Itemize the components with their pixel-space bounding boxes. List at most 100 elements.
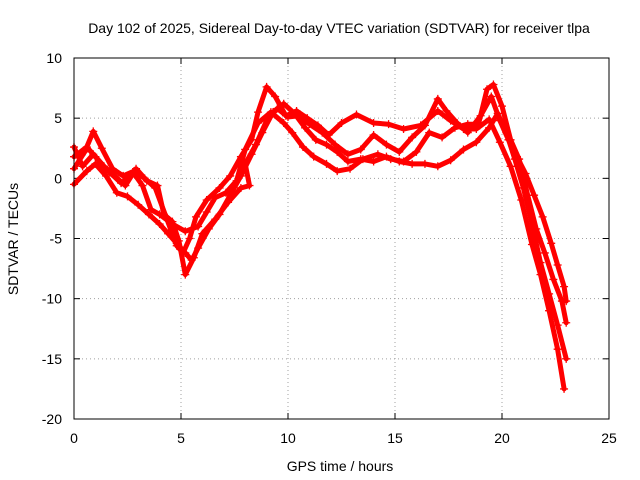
data-point-marker — [102, 171, 111, 180]
x-tick-label: 10 — [280, 430, 296, 446]
x-tick-label: 20 — [494, 430, 510, 446]
x-tick-label: 5 — [177, 430, 185, 446]
data-point-marker — [399, 124, 408, 133]
data-point-marker — [562, 297, 571, 306]
data-point-marker — [386, 155, 395, 164]
data-point-marker — [91, 159, 100, 168]
data-point-marker — [262, 82, 271, 91]
data-point-marker — [241, 145, 250, 154]
data-point-marker — [562, 354, 571, 363]
plot-area — [70, 80, 571, 393]
data-point-marker — [352, 110, 361, 119]
data-point-marker — [138, 181, 147, 190]
data-point-marker — [294, 111, 303, 120]
data-point-marker — [288, 128, 297, 137]
data-point-marker — [489, 80, 498, 89]
x-tick-label: 0 — [70, 430, 78, 446]
data-point-marker — [560, 384, 569, 393]
plot-frame — [73, 57, 610, 420]
data-point-marker — [369, 157, 378, 166]
data-point-marker — [476, 111, 485, 120]
data-point-marker — [215, 183, 224, 192]
data-point-marker — [399, 157, 408, 166]
x-axis-label: GPS time / hours — [287, 458, 394, 474]
data-point-marker — [311, 135, 320, 144]
data-point-marker — [459, 145, 468, 154]
data-point-marker — [132, 164, 141, 173]
data-point-marker — [346, 164, 355, 173]
data-point-marker — [442, 106, 451, 115]
data-point-marker — [356, 145, 365, 154]
data-point-marker — [343, 150, 352, 159]
data-point-marker — [271, 92, 280, 101]
data-point-marker — [144, 210, 153, 219]
data-point-marker — [273, 104, 282, 113]
data-point-marker — [298, 143, 307, 152]
data-point-marker — [562, 318, 571, 327]
data-point-marker — [194, 222, 203, 231]
data-point-marker — [504, 135, 513, 144]
data-point-marker — [159, 210, 168, 219]
data-point-marker — [89, 127, 98, 136]
data-point-marker — [487, 92, 496, 101]
data-point-marker — [549, 275, 558, 284]
data-point-marker — [97, 144, 106, 153]
data-point-marker — [540, 248, 549, 257]
data-point-marker — [262, 116, 271, 125]
data-point-marker — [369, 131, 378, 140]
data-point-marker — [226, 171, 235, 180]
data-point-marker — [89, 150, 98, 159]
data-point-marker — [446, 156, 455, 165]
data-point-marker — [309, 152, 318, 161]
data-point-marker — [433, 162, 442, 171]
y-tick-label: 5 — [54, 110, 62, 126]
y-tick-label: 10 — [46, 50, 62, 66]
data-point-marker — [322, 159, 331, 168]
data-point-marker — [245, 181, 254, 190]
data-point-marker — [232, 176, 241, 185]
data-point-marker — [142, 176, 151, 185]
data-point-marker — [337, 118, 346, 127]
data-point-marker — [181, 227, 190, 236]
x-tick-label: 15 — [387, 430, 403, 446]
y-tick-label: -20 — [42, 411, 62, 427]
data-point-marker — [181, 270, 190, 279]
chart-title: Day 102 of 2025, Sidereal Day-to-day VTE… — [88, 20, 590, 36]
data-point-marker — [82, 167, 91, 176]
data-point-marker — [433, 94, 442, 103]
data-point-marker — [198, 229, 207, 238]
data-point-marker — [318, 128, 327, 137]
y-tick-label: 0 — [54, 170, 62, 186]
data-point-marker — [110, 171, 119, 180]
data-point-marker — [498, 102, 506, 111]
data-point-marker — [373, 150, 382, 159]
data-point-marker — [221, 188, 230, 197]
data-point-marker — [384, 120, 393, 129]
data-point-marker — [123, 192, 132, 201]
data-point-marker — [279, 118, 288, 127]
data-point-marker — [553, 345, 562, 354]
data-point-marker — [530, 191, 539, 200]
data-point-marker — [538, 212, 547, 221]
data-point-marker — [395, 147, 404, 156]
data-point-marker — [463, 128, 472, 137]
data-point-marker — [251, 140, 260, 149]
y-tick-label: -10 — [42, 291, 62, 307]
data-point-marker — [463, 120, 472, 129]
data-point-marker — [191, 212, 200, 221]
data-point-marker — [343, 157, 352, 166]
data-point-marker — [420, 159, 429, 168]
data-point-marker — [168, 217, 177, 226]
data-point-marker — [545, 289, 554, 298]
data-point-marker — [155, 220, 164, 229]
y-tick-label: -5 — [50, 231, 63, 247]
data-point-marker — [279, 99, 288, 108]
series-trace — [71, 101, 569, 362]
data-point-marker — [450, 123, 459, 132]
y-axis-label: SDTVAR / TECUs — [5, 183, 21, 295]
data-point-marker — [164, 229, 173, 238]
data-point-marker — [438, 133, 447, 142]
data-point-marker — [560, 282, 569, 291]
data-point-marker — [301, 123, 310, 132]
